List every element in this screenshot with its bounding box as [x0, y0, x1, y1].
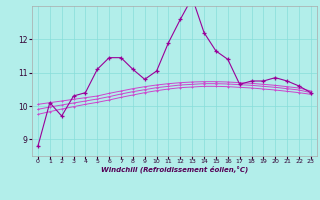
- X-axis label: Windchill (Refroidissement éolien,°C): Windchill (Refroidissement éolien,°C): [101, 166, 248, 173]
